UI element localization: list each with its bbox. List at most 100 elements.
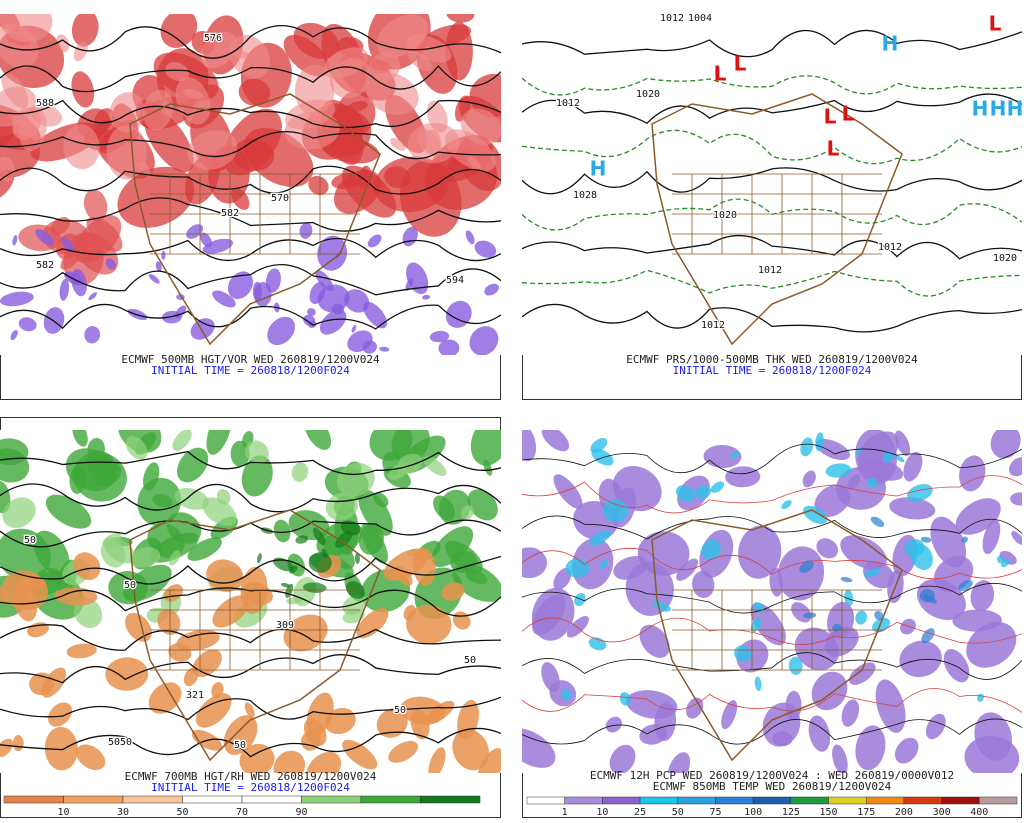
colorbar-swatch	[182, 795, 243, 804]
field-shading	[76, 744, 106, 771]
field-shading	[990, 430, 1021, 459]
map-subcaption: INITIAL TIME = 260818/1200F024	[151, 364, 350, 377]
field-shading	[161, 250, 166, 260]
field-shading	[117, 166, 195, 228]
contour	[0, 727, 501, 758]
colorbar-swatch	[752, 796, 792, 805]
field-shading	[626, 690, 678, 719]
field-shading	[354, 552, 360, 565]
field-shading	[675, 485, 696, 502]
contour-label: 1004	[688, 13, 712, 24]
colorbar-label: 200	[895, 807, 913, 818]
field-shading	[367, 234, 382, 248]
field-shading	[667, 752, 691, 773]
pressure-center: H	[590, 157, 607, 181]
field-shading	[522, 430, 537, 462]
contour-label: 1020	[636, 89, 660, 100]
field-shading	[609, 744, 636, 773]
field-shading	[72, 430, 88, 447]
field-shading	[206, 430, 232, 455]
field-shading	[522, 547, 548, 579]
field-shading	[841, 699, 860, 727]
contour	[0, 696, 501, 721]
contour-label: 582	[36, 260, 54, 271]
colorbar-swatch	[241, 795, 302, 804]
field-shading	[186, 224, 204, 239]
field-shading	[10, 330, 18, 341]
field-shading	[321, 548, 328, 558]
colorbar-label: 125	[782, 807, 800, 818]
colorbar-swatch	[639, 796, 679, 805]
contour	[522, 652, 1022, 680]
field-shading	[148, 274, 160, 284]
field-shading	[1011, 530, 1022, 545]
field-shading	[206, 559, 244, 592]
field-shading	[474, 240, 497, 258]
contour	[0, 25, 501, 59]
field-shading	[875, 679, 906, 733]
field-shading	[303, 314, 316, 326]
field-shading	[54, 587, 98, 606]
field-shading	[299, 222, 313, 239]
field-shading	[59, 278, 70, 301]
field-shading	[900, 618, 916, 635]
field-shading	[304, 430, 332, 450]
map-caption: ECMWF 500MB HGT/VOR WED 260819/1200V024	[121, 353, 380, 366]
field-shading	[105, 258, 116, 270]
field-shading	[441, 582, 465, 601]
field-shading	[176, 629, 220, 651]
field-shading	[148, 682, 182, 714]
field-shading	[460, 505, 474, 520]
field-shading	[94, 463, 122, 487]
contour-label: 1012	[701, 320, 725, 331]
field-shading	[426, 700, 455, 723]
contour	[522, 234, 1022, 260]
field-shading	[231, 187, 250, 210]
field-shading	[599, 559, 608, 569]
field-shading	[814, 484, 851, 517]
contour	[522, 167, 1022, 195]
field-shading	[317, 235, 348, 271]
field-shading	[561, 688, 572, 701]
map-subcaption: INITIAL TIME = 260818/1200F024	[151, 781, 350, 794]
field-shading	[692, 570, 715, 599]
field-shading	[200, 31, 238, 69]
field-shading	[815, 438, 851, 461]
field-shading	[639, 724, 668, 745]
field-shading	[66, 643, 97, 659]
field-shading	[422, 294, 431, 300]
field-shading	[952, 609, 1002, 632]
field-shading	[241, 455, 273, 497]
field-shading	[452, 729, 490, 771]
field-shading	[202, 497, 237, 526]
map-subcaption: ECMWF 850MB TEMP WED 260819/1200V024	[653, 780, 892, 793]
field-shading	[1010, 492, 1022, 506]
colorbar-swatch	[602, 796, 641, 805]
field-shading	[433, 495, 456, 521]
field-shading	[961, 536, 969, 543]
field-shading	[925, 713, 946, 740]
contour	[522, 75, 1022, 96]
field-shading	[553, 568, 572, 590]
field-shading	[825, 463, 852, 478]
field-shading	[566, 616, 589, 638]
contour	[0, 264, 501, 296]
field-shading	[470, 430, 501, 466]
field-shading	[307, 308, 316, 316]
contour	[0, 587, 501, 617]
field-shading	[143, 462, 160, 491]
field-shading	[172, 430, 192, 451]
field-shading	[874, 610, 884, 621]
contour	[0, 654, 501, 684]
map	[522, 430, 1022, 773]
field-shading	[403, 605, 416, 621]
contour-label: 1012	[878, 242, 902, 253]
field-shading	[750, 618, 762, 633]
field-shading	[457, 699, 479, 740]
field-shading	[212, 290, 236, 308]
contour-label: 50	[124, 580, 136, 591]
colorbar-swatch	[3, 795, 64, 804]
field-shading	[239, 743, 275, 773]
field-shading	[319, 309, 347, 335]
contour-label: 570	[271, 193, 289, 204]
